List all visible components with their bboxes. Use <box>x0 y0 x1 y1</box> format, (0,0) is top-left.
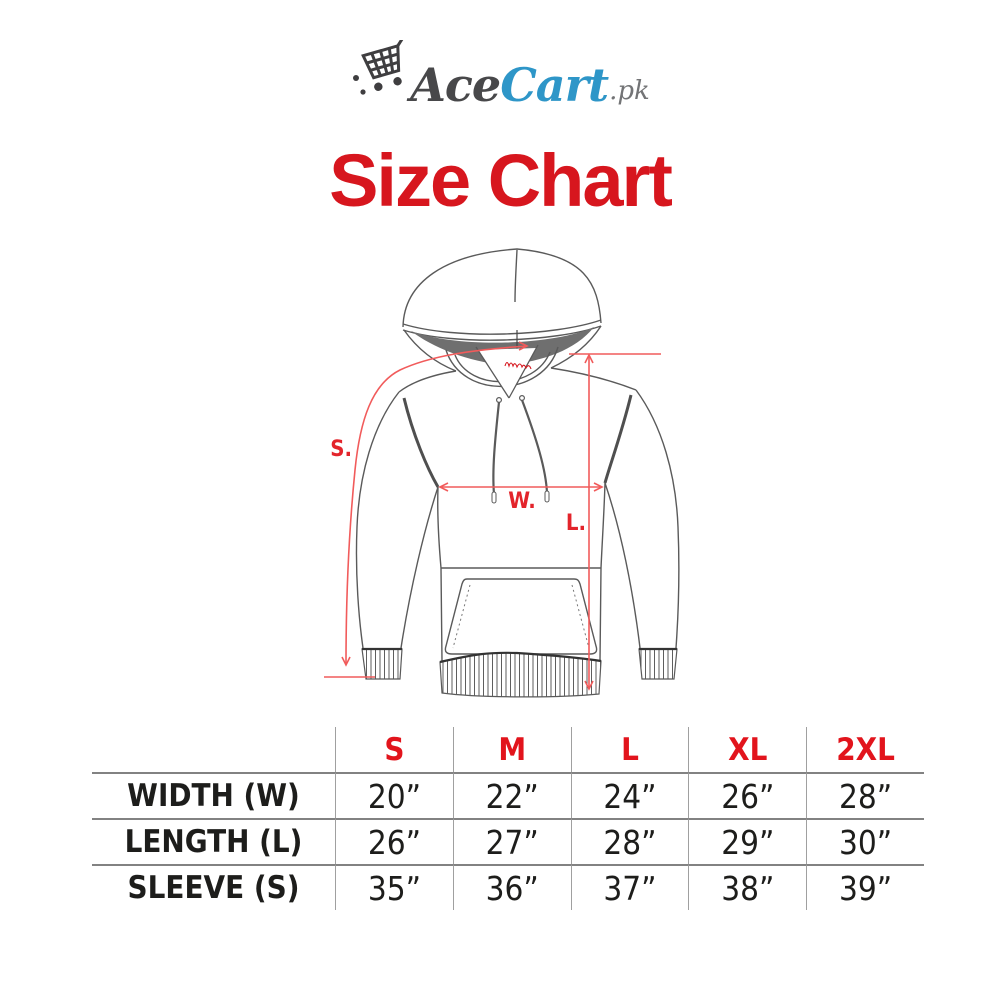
table-cell: 30” <box>806 818 924 864</box>
table-cell: 26” <box>335 818 453 864</box>
shopping-cart-icon <box>353 40 406 95</box>
col-header-l: L <box>570 727 689 772</box>
page-title: Size Chart <box>329 139 673 222</box>
col-header-s: S <box>335 727 453 772</box>
table-cell: 27” <box>452 818 571 864</box>
table-cell: 37” <box>570 864 689 910</box>
neck-flap-edges <box>475 344 539 399</box>
col-header-2xl: 2XL <box>806 727 924 772</box>
logo-text-cart: Cart <box>500 58 609 112</box>
cuffs <box>361 647 678 680</box>
table-cell: 28” <box>570 818 689 864</box>
row-label-width: WIDTH (W) <box>92 772 335 818</box>
row-label-length: LENGTH (L) <box>92 818 335 864</box>
table-cell: 20” <box>335 772 453 818</box>
table-cell: 39” <box>806 864 924 910</box>
table-cell: 28” <box>806 772 924 818</box>
brand-script-mark <box>504 361 532 370</box>
col-header-xl: XL <box>688 727 806 772</box>
neck-flap <box>478 348 536 398</box>
table-cell: 24” <box>570 772 689 818</box>
label-sleeve: S. <box>330 437 352 462</box>
hem-band <box>439 651 602 698</box>
row-label-sleeve: SLEEVE (S) <box>92 864 335 910</box>
table-cell: 35” <box>335 864 453 910</box>
label-length: L. <box>566 511 586 536</box>
table-cell: 29” <box>688 818 807 864</box>
logo-text-ace: Ace <box>410 58 501 112</box>
logo: Ace Cart .pk <box>0 40 1000 108</box>
table-cell: 36” <box>452 864 571 910</box>
measure-lines <box>324 341 661 691</box>
table-corner-cell <box>92 727 335 772</box>
size-table: S M L XL 2XL WIDTH (W) 20” 22” 24” 26” 2… <box>92 727 924 910</box>
col-header-m: M <box>452 727 571 772</box>
shoulder-seams <box>402 394 633 488</box>
hoodie-diagram: S. W. L. <box>295 233 710 713</box>
table-cell: 22” <box>452 772 571 818</box>
hood-outline <box>402 248 602 372</box>
kangaroo-pocket <box>444 578 598 655</box>
body-outline <box>355 367 680 662</box>
label-width: W. <box>508 489 536 514</box>
logo-domain-suffix: .pk <box>609 76 650 106</box>
table-cell: 26” <box>688 772 807 818</box>
hoodie-drawing: S. W. L. <box>324 248 680 698</box>
table-cell: 38” <box>688 864 807 910</box>
